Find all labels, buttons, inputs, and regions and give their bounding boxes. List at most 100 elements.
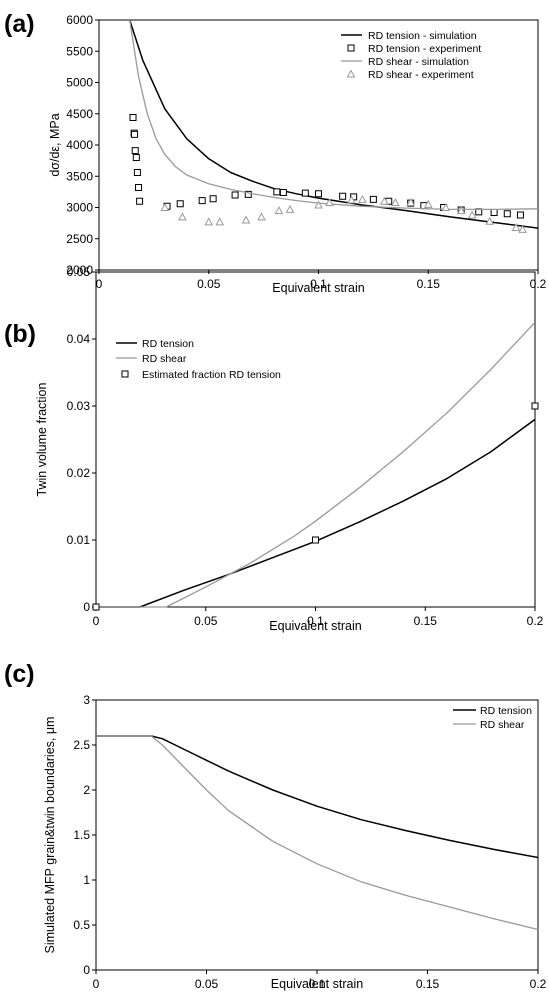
data-point-rd-tension-experiment — [279, 189, 287, 196]
data-point-rd-shear-experiment — [257, 212, 266, 221]
data-point-estimated-fraction-rd-tension — [312, 536, 319, 544]
data-point-rd-shear-experiment — [178, 212, 187, 221]
series-line-rd-shear — [96, 735, 538, 931]
series-line-rd-tension — [96, 735, 538, 859]
legend-entry-rd-shear-experiment: RD shear - experiment — [368, 69, 474, 81]
panel-c-x-tick-label: 0 — [93, 977, 100, 991]
data-point-rd-tension-experiment — [135, 184, 143, 191]
panel-a: (a) Equivalent strain dσ/dε, MPa RD tens… — [4, 10, 547, 295]
data-point-rd-tension-experiment — [176, 200, 184, 208]
panel-a-y-tick-label: 6000 — [66, 13, 93, 27]
panel-a-y-tick-label: 4000 — [66, 138, 93, 152]
panel-a-x-tick-label: 0 — [96, 277, 103, 291]
panel-a-plot-frame — [98, 19, 539, 271]
panel-c-y-tick-label: 1.5 — [73, 828, 90, 842]
panel-a-y-tick-label: 2000 — [66, 263, 93, 277]
data-point-rd-shear-experiment — [380, 196, 389, 205]
panel-a-y-axis-label: dσ/dε, MPa — [48, 113, 62, 176]
series-line-rd-shear — [96, 321, 535, 608]
legend-entry-estimated-fraction: Estimated fraction RD tension — [142, 369, 281, 381]
panel-b-label: (b) — [4, 320, 36, 348]
data-point-rd-shear-experiment — [204, 217, 214, 226]
panel-c-y-tick-label: 0.5 — [73, 918, 90, 932]
data-point-rd-tension-experiment — [490, 209, 498, 216]
legend-swatch-estimated-fraction-rd-tension — [121, 370, 129, 378]
data-point-rd-shear-experiment — [485, 216, 495, 225]
legend-entry-rd-tension-experiment: RD tension - experiment — [368, 43, 481, 55]
panel-a-x-tick-label: 0.15 — [417, 277, 441, 291]
data-point-rd-shear-experiment — [456, 206, 466, 215]
data-point-rd-shear-experiment — [347, 195, 356, 204]
panel-b-x-axis-label: Equivalent strain — [269, 619, 361, 633]
panel-b-x-tick-label: 0.15 — [414, 614, 438, 628]
data-point-rd-shear-experiment — [285, 204, 295, 213]
data-point-rd-tension-experiment — [131, 130, 139, 138]
panel-c-x-tick-label: 0.05 — [195, 977, 219, 991]
panel-b: (b) Equivalent strain Twin volume fracti… — [4, 265, 544, 633]
data-point-rd-tension-experiment — [136, 197, 144, 205]
legend-entry-rd-tension: RD tension — [142, 338, 194, 350]
panel-b-legend: RD tension RD shear Estimated fraction R… — [116, 338, 281, 381]
panel-b-x-tick-label: 0.2 — [527, 614, 544, 628]
data-point-rd-tension-experiment — [244, 190, 252, 198]
panel-a-x-tick-label: 0.2 — [530, 277, 547, 291]
legend-entry-rd-tension-simulation: RD tension - simulation — [368, 30, 477, 42]
data-point-rd-tension-experiment — [503, 210, 511, 218]
panel-b-y-tick-label: 0 — [83, 600, 90, 614]
data-point-rd-shear-experiment — [441, 202, 451, 211]
data-point-rd-shear-experiment — [467, 210, 477, 219]
panel-b-x-tick-label: 0.05 — [194, 614, 218, 628]
panel-b-y-tick-label: 0.03 — [67, 399, 91, 413]
data-point-rd-shear-experiment — [390, 197, 400, 206]
panel-c-y-tick-label: 0 — [83, 963, 90, 977]
panel-b-y-axis-label: Twin volume fraction — [35, 382, 49, 496]
series-line-rd-shear-simulation — [129, 19, 538, 211]
panel-b-plot-frame — [95, 271, 536, 608]
panel-c-y-tick-label: 3 — [83, 693, 90, 707]
panel-b-y-tick-label: 0.05 — [67, 265, 91, 279]
panel-c-x-tick-label: 0.15 — [416, 977, 440, 991]
data-point-rd-shear-experiment — [215, 217, 225, 226]
data-point-rd-tension-experiment — [133, 169, 141, 176]
data-point-rd-shear-experiment — [160, 202, 170, 211]
data-point-rd-shear-experiment — [406, 197, 416, 206]
data-point-rd-tension-experiment — [273, 188, 281, 196]
data-point-rd-shear-experiment — [241, 215, 251, 224]
panel-c-y-axis-label: Simulated MFP grain&twin boundaries, μm — [43, 717, 57, 954]
panel-c-x-axis-label: Equivalent strain — [271, 977, 363, 991]
panel-c-plot-frame — [95, 699, 539, 971]
panel-c-y-tick-label: 2.5 — [73, 738, 90, 752]
panel-c-x-tick-label: 0.1 — [309, 977, 326, 991]
legend-swatch-rd-tension-experiment — [347, 44, 355, 52]
panel-c: (c) Equivalent strain Simulated MFP grai… — [4, 660, 547, 991]
panel-a-legend: RD tension - simulation RD tension - exp… — [341, 30, 481, 81]
panel-b-y-tick-label: 0.04 — [67, 332, 91, 346]
data-point-rd-tension-experiment — [231, 191, 239, 199]
data-point-estimated-fraction-rd-tension — [531, 402, 539, 410]
panel-b-y-tick-label: 0.01 — [67, 533, 91, 547]
panel-c-y-tick-label: 2 — [83, 783, 90, 797]
data-point-rd-tension-experiment — [131, 147, 139, 155]
data-point-rd-shear-experiment — [358, 194, 367, 203]
data-point-rd-tension-experiment — [209, 195, 217, 203]
data-point-rd-shear-experiment — [518, 224, 527, 233]
panel-a-y-tick-label: 5000 — [66, 76, 93, 90]
panel-b-x-tick-label: 0 — [93, 614, 100, 628]
data-point-rd-tension-experiment — [198, 197, 206, 205]
legend-swatch-rd-shear-experiment — [346, 69, 356, 78]
legend-entry-rd-shear-simulation: RD shear - simulation — [368, 56, 469, 68]
panel-a-y-tick-label: 3000 — [66, 201, 93, 215]
data-point-rd-shear-experiment — [511, 222, 521, 231]
data-point-rd-tension-experiment — [315, 190, 322, 198]
data-point-rd-shear-experiment — [325, 197, 334, 206]
panel-a-label: (a) — [4, 10, 35, 38]
data-point-rd-tension-experiment — [129, 114, 137, 121]
panel-a-x-tick-label: 0.05 — [197, 277, 221, 291]
data-point-rd-tension-experiment — [516, 211, 524, 219]
panel-c-x-tick-label: 0.2 — [530, 977, 547, 991]
data-point-rd-tension-experiment — [132, 154, 140, 161]
panel-a-y-tick-label: 4500 — [66, 107, 93, 121]
panel-a-y-tick-label: 2500 — [66, 232, 93, 246]
panel-c-label: (c) — [4, 660, 35, 688]
